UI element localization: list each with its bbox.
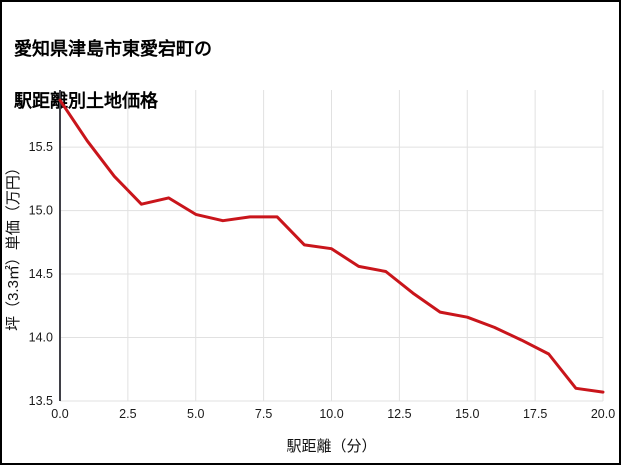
chart-title-line-1: 愛知県津島市東愛宕町の bbox=[14, 39, 212, 60]
chart-title-line-2: 駅距離別土地価格 bbox=[14, 91, 158, 112]
y-tick-label: 13.5 bbox=[29, 394, 53, 408]
y-tick-label: 15.0 bbox=[29, 204, 53, 218]
x-tick-label: 10.0 bbox=[319, 407, 343, 421]
y-axis-label: 坪（3.3㎡）単価（万円） bbox=[5, 160, 22, 331]
y-tick-label: 14.0 bbox=[29, 331, 53, 345]
x-tick-label: 5.0 bbox=[187, 407, 204, 421]
y-tick-label: 14.5 bbox=[29, 267, 53, 281]
x-axis-label: 駅距離（分） bbox=[286, 437, 376, 455]
line-chart-canvas: 0.0 2.5 5.0 7.5 10.0 12.5 15.0 17.5 20.0 13.5 14.0… bbox=[5, 90, 615, 455]
y-tick-label: 15.5 bbox=[29, 140, 53, 154]
x-tick-label: 7.5 bbox=[255, 407, 272, 421]
x-tick-label: 0.0 bbox=[51, 407, 68, 421]
x-tick-label: 2.5 bbox=[119, 407, 136, 421]
chart-title: 愛知県津島市東愛宕町の 駅距離別土地価格 bbox=[14, 10, 212, 140]
x-tick-label: 17.5 bbox=[523, 407, 547, 421]
x-tick-label: 20.0 bbox=[591, 407, 615, 421]
x-tick-label: 15.0 bbox=[455, 407, 479, 421]
price-line-series bbox=[58, 98, 605, 394]
x-tick-label: 12.5 bbox=[387, 407, 411, 421]
